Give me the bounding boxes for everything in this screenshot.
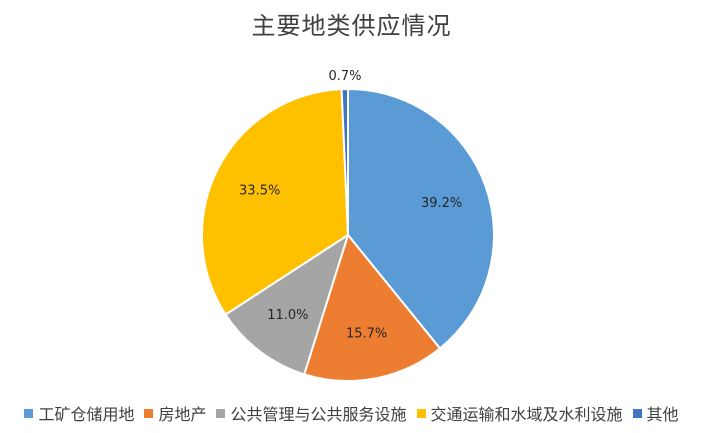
data-label-transport-water: 33.5% <box>239 184 280 199</box>
legend-item-public-services: 公共管理与公共服务设施 <box>216 401 407 425</box>
legend-label: 工矿仓储用地 <box>38 405 135 424</box>
legend-label: 公共管理与公共服务设施 <box>230 405 407 424</box>
pie-labels: 39.2% 15.7% 11.0% 33.5% 0.7% <box>239 69 462 342</box>
legend: 工矿仓储用地 房地产 公共管理与公共服务设施 交通运输和水域及水利设施 其他 <box>0 401 703 425</box>
pie-slice-real-estate <box>303 234 441 382</box>
pie-slice-public-services <box>224 234 349 376</box>
data-label-real-estate: 15.7% <box>346 327 387 342</box>
chart-title: 主要地类供应情况 <box>251 12 452 40</box>
pie-slices <box>201 87 495 382</box>
data-label-industrial-storage: 39.2% <box>421 196 462 211</box>
legend-item-other: 其他 <box>632 401 679 425</box>
legend-swatch <box>632 408 642 418</box>
legend-item-transport-water: 交通运输和水域及水利设施 <box>416 401 623 425</box>
legend-swatch <box>216 408 226 418</box>
legend-item-real-estate: 房地产 <box>144 401 206 425</box>
pie-slice-industrial-storage <box>347 88 495 350</box>
legend-label: 交通运输和水域及水利设施 <box>430 405 623 424</box>
legend-label: 其他 <box>646 405 679 424</box>
legend-swatch <box>24 408 34 418</box>
legend-swatch <box>144 408 154 418</box>
pie-slice-transport-water <box>201 88 349 316</box>
legend-swatch <box>416 408 426 418</box>
legend-label: 房地产 <box>158 405 207 424</box>
data-label-public-services: 11.0% <box>267 308 308 323</box>
legend-item-industrial-storage: 工矿仓储用地 <box>24 401 134 425</box>
data-label-other: 0.7% <box>328 69 361 84</box>
pie-slice-other <box>340 87 349 236</box>
